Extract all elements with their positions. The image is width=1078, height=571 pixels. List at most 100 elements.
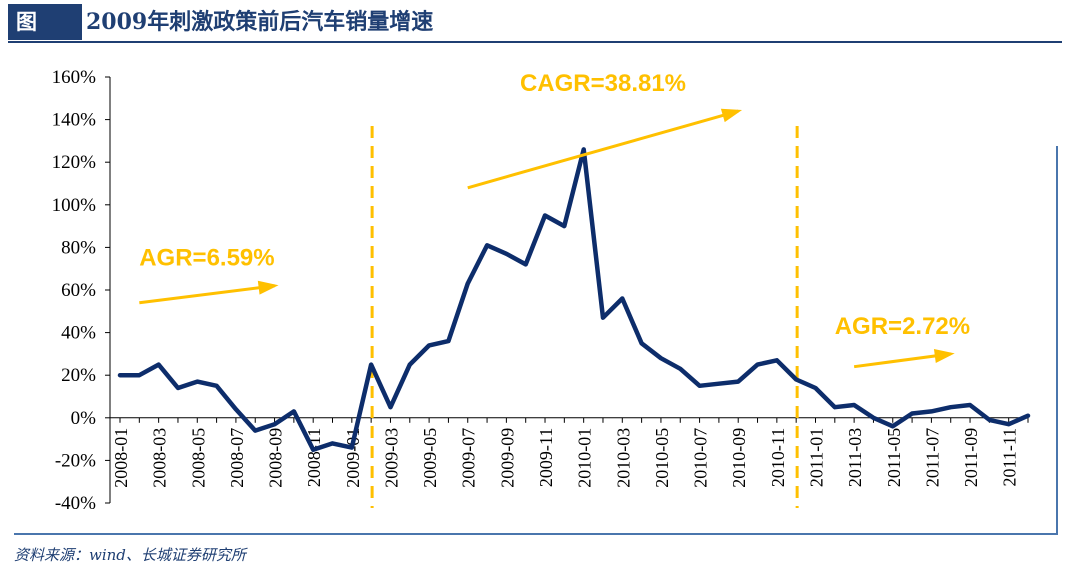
- data-point: [350, 446, 354, 449]
- trend-arrow: [139, 284, 275, 305]
- data-point: [311, 448, 315, 451]
- x-tick-label: 2011-05: [884, 428, 904, 487]
- header: 图 ： 2009年刺激政策前后汽车销量增速: [0, 0, 1062, 70]
- data-point: [234, 408, 238, 411]
- x-tick-label: 2011-01: [806, 428, 826, 487]
- trend-arrow: [853, 352, 951, 369]
- x-tick-label: 2008-01: [111, 428, 131, 488]
- trend-arrow-head: [257, 280, 279, 295]
- data-point: [910, 412, 914, 415]
- data-point: [138, 374, 141, 377]
- figure-tag: 图 ：: [8, 4, 82, 70]
- growth-label: AGR=6.59%: [139, 245, 274, 272]
- x-tick-label: 2009-01: [343, 428, 363, 488]
- data-point: [601, 316, 605, 319]
- x-tick-label: 2010-07: [691, 428, 711, 488]
- data-point: [524, 263, 527, 266]
- y-tick-label: 80%: [61, 237, 96, 258]
- data-point: [196, 380, 199, 383]
- data-point: [968, 403, 972, 407]
- source-note: 资料来源：wind、长城证券研究所: [14, 546, 246, 564]
- data-point: [563, 224, 566, 228]
- data-point: [640, 342, 643, 345]
- data-point: [543, 214, 547, 217]
- data-point: [988, 418, 991, 422]
- x-tick-label: 2009-03: [381, 428, 401, 488]
- data-point: [505, 252, 508, 255]
- chart-frame: [14, 58, 1058, 535]
- data-point: [331, 442, 334, 445]
- data-point: [621, 297, 624, 300]
- growth-label: CAGR=38.81%: [520, 70, 686, 97]
- x-tick-label: 2010-09: [729, 428, 749, 488]
- x-tick-label: 2009-09: [497, 428, 517, 488]
- x-tick-label: 2010-01: [575, 428, 595, 488]
- y-tick-label: 40%: [61, 323, 96, 344]
- data-point: [794, 378, 798, 381]
- data-point: [292, 410, 296, 413]
- x-tick-label: 2009-11: [536, 428, 556, 487]
- x-tick-label: 2011-11: [1000, 428, 1020, 487]
- data-point: [756, 363, 759, 366]
- data-point: [427, 344, 431, 347]
- x-tick-label: 2008-05: [188, 428, 208, 488]
- data-point: [679, 367, 682, 371]
- series-line: [117, 147, 1031, 453]
- data-point: [872, 416, 875, 419]
- data-point: [814, 386, 817, 390]
- y-tick-label: 140%: [52, 110, 97, 131]
- data-point: [118, 374, 122, 377]
- x-tick-label: 2010-11: [768, 428, 788, 487]
- data-point: [1007, 422, 1010, 426]
- x-tick-label: 2010-03: [613, 428, 633, 488]
- y-tick-label: -40%: [55, 493, 96, 514]
- y-tick-label: 0%: [71, 408, 97, 429]
- data-point: [891, 425, 894, 428]
- growth-label: AGR=2.72%: [835, 313, 970, 340]
- x-tick-label: 2009-07: [459, 428, 479, 488]
- data-point: [466, 282, 469, 285]
- chart-title: 2009年刺激政策前后汽车销量增速: [86, 9, 434, 35]
- y-tick-label: 20%: [61, 365, 96, 386]
- data-point: [698, 384, 701, 388]
- x-tick-label: 2008-07: [227, 428, 247, 488]
- x-tick-label: 2011-07: [922, 428, 942, 487]
- y-tick-label: -20%: [55, 450, 96, 471]
- data-point: [157, 363, 160, 366]
- y-tick-label: 100%: [52, 195, 97, 216]
- x-tick-label: 2011-09: [961, 428, 981, 487]
- title-underline: [8, 41, 1062, 43]
- data-point: [833, 405, 837, 409]
- data-point: [254, 429, 257, 432]
- data-point: [408, 363, 411, 366]
- trend-arrow-head: [933, 349, 955, 363]
- data-point: [273, 422, 276, 426]
- trend-arrow: [467, 109, 739, 190]
- x-tick-label: 2008-09: [266, 428, 286, 488]
- x-tick-label: 2009-05: [420, 428, 440, 488]
- data-point: [949, 405, 952, 409]
- x-tick-label: 2011-03: [845, 428, 865, 487]
- data-point: [176, 386, 180, 390]
- data-point: [930, 410, 933, 413]
- data-point: [582, 148, 585, 151]
- data-point: [1026, 414, 1030, 417]
- data-point: [215, 384, 218, 388]
- data-point: [737, 380, 740, 383]
- data-point: [485, 244, 489, 247]
- data-point: [852, 403, 856, 407]
- data-point: [369, 363, 373, 366]
- y-tick-label: 60%: [61, 280, 96, 301]
- data-point: [447, 339, 450, 343]
- x-tick-label: 2010-05: [652, 428, 672, 488]
- data-point: [659, 356, 663, 360]
- frame-gap: [1056, 58, 1058, 146]
- y-tick-label: 160%: [52, 67, 97, 88]
- y-tick-label: 120%: [52, 152, 97, 173]
- trend-arrow-head: [720, 108, 743, 123]
- data-point: [775, 359, 779, 362]
- data-point: [717, 382, 721, 385]
- x-tick-label: 2008-03: [150, 428, 170, 488]
- data-point: [389, 405, 392, 409]
